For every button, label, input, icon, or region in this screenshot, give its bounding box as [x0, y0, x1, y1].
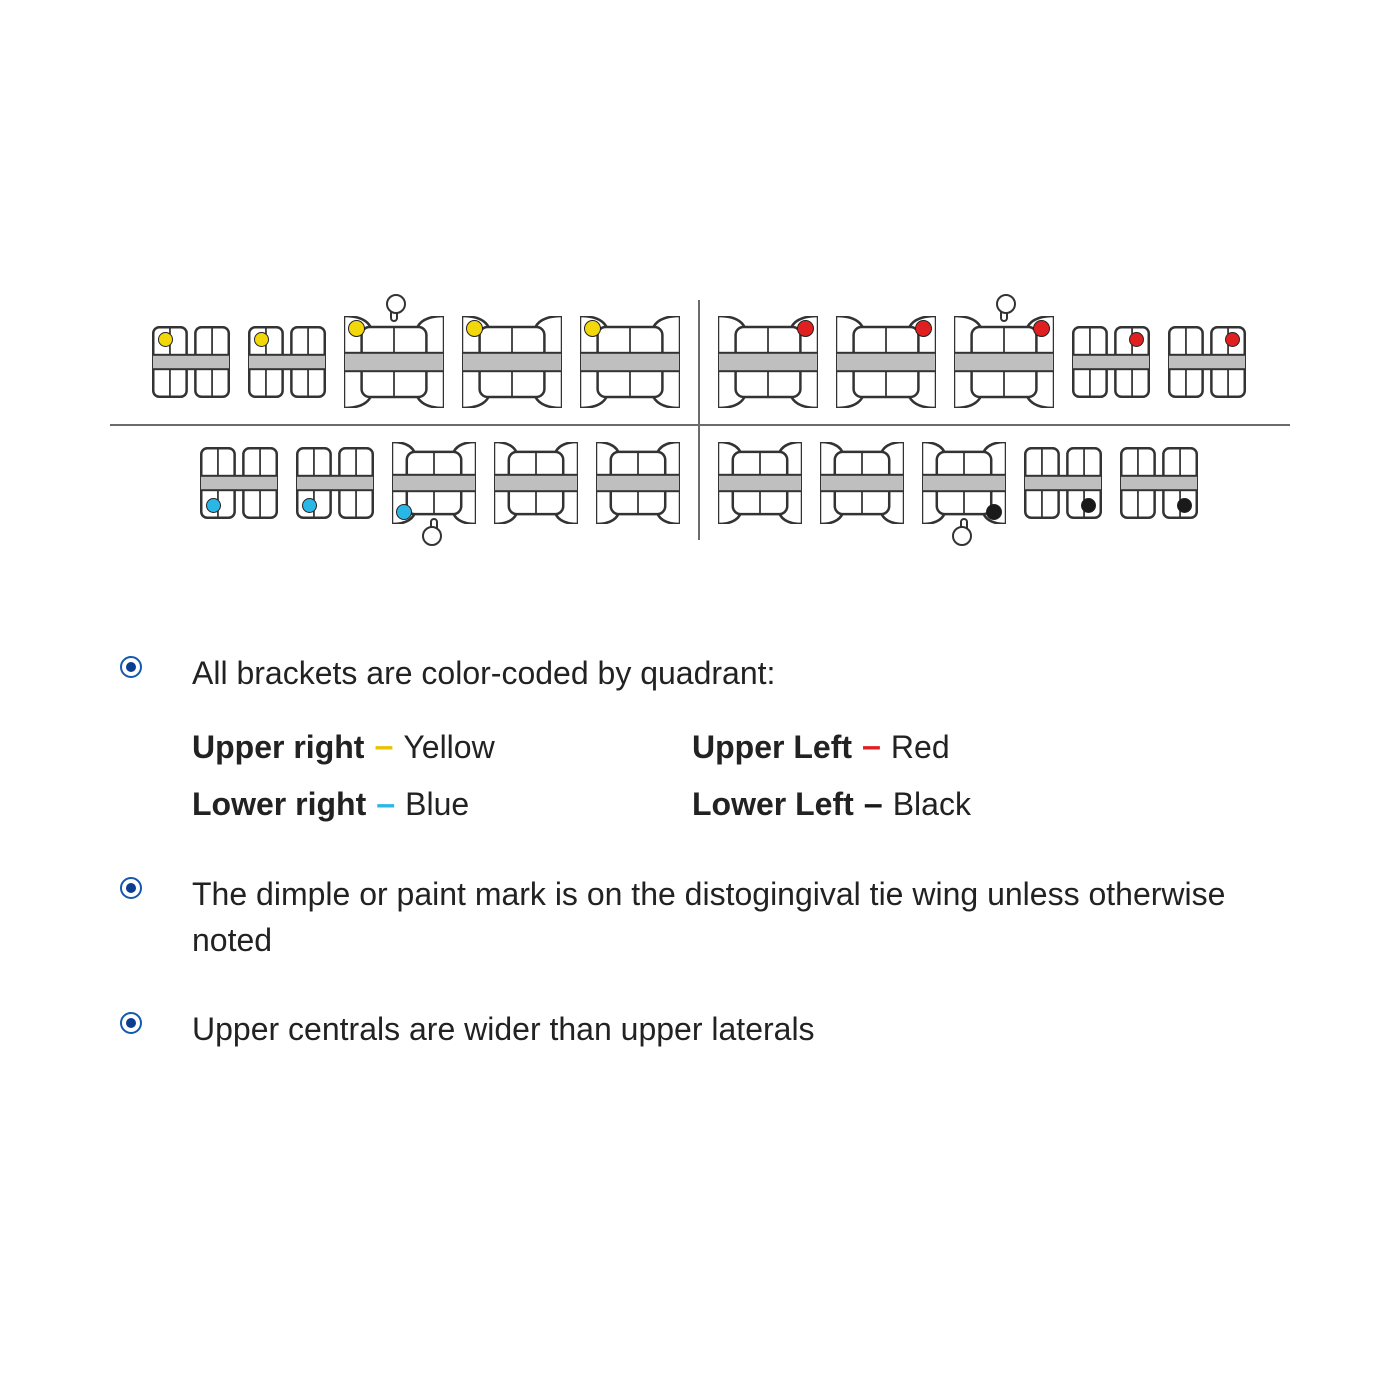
color-dot-icon	[1177, 498, 1192, 513]
note-text: The dimple or paint mark is on the disto…	[192, 871, 1290, 964]
bullet-col	[120, 871, 192, 964]
color-dot-icon	[396, 504, 412, 520]
bracket-icon	[200, 447, 278, 519]
note-text: All brackets are color-coded by quadrant…	[192, 650, 1290, 829]
bracket-icon	[248, 326, 326, 398]
legend-color-name: Red	[891, 724, 950, 770]
bracket-icon	[1120, 447, 1198, 519]
bullet-col	[120, 1006, 192, 1052]
legend-item: Upper right–Yellow	[192, 722, 612, 771]
legend-item: Upper Left–Red	[692, 722, 1112, 771]
bracket-icon	[718, 316, 818, 408]
bullet-col	[120, 650, 192, 829]
note-row: All brackets are color-coded by quadrant…	[120, 650, 1290, 829]
hook-icon	[428, 518, 440, 546]
note-row: The dimple or paint mark is on the disto…	[120, 871, 1290, 964]
color-dot-icon	[797, 320, 814, 337]
legend-label: Upper Left	[692, 724, 852, 770]
legend-dash-icon: –	[862, 722, 881, 771]
hook-icon	[388, 294, 400, 322]
note-text: Upper centrals are wider than upper late…	[192, 1006, 1290, 1052]
bullet-icon	[120, 877, 142, 899]
legend-color-name: Yellow	[403, 724, 494, 770]
page: All brackets are color-coded by quadrant…	[0, 0, 1400, 1400]
legend-color-name: Black	[893, 781, 971, 827]
legend-label: Upper right	[192, 724, 364, 770]
color-dot-icon	[584, 320, 601, 337]
bracket-icon	[718, 442, 802, 524]
bracket-icon	[836, 316, 936, 408]
bracket-icon	[954, 316, 1054, 408]
color-dot-icon	[915, 320, 932, 337]
legend-dash-icon: –	[864, 780, 883, 829]
bullet-icon	[120, 656, 142, 678]
bracket-diagram	[110, 300, 1290, 540]
note-row: Upper centrals are wider than upper late…	[120, 1006, 1290, 1052]
quadrant-lower-left	[700, 426, 1290, 540]
legend-column: Upper Left–Red Lower Left–Black	[692, 722, 1112, 829]
color-dot-icon	[986, 504, 1002, 520]
color-dot-icon	[1081, 498, 1096, 513]
color-dot-icon	[1225, 332, 1240, 347]
bracket-icon	[596, 442, 680, 524]
legend-color-name: Blue	[405, 781, 469, 827]
bracket-icon	[344, 316, 444, 408]
legend-label: Lower right	[192, 781, 366, 827]
bracket-icon	[494, 442, 578, 524]
color-dot-icon	[254, 332, 269, 347]
color-dot-icon	[206, 498, 221, 513]
legend-item: Lower Left–Black	[692, 780, 1112, 829]
bracket-icon	[820, 442, 904, 524]
note-line: All brackets are color-coded by quadrant…	[192, 650, 1290, 696]
note-line: Upper centrals are wider than upper late…	[192, 1006, 1290, 1052]
color-dot-icon	[1129, 332, 1144, 347]
color-dot-icon	[466, 320, 483, 337]
color-legend: Upper right–YellowLower right–BlueUpper …	[192, 722, 1290, 829]
bracket-icon	[152, 326, 230, 398]
bracket-icon	[1072, 326, 1150, 398]
color-dot-icon	[302, 498, 317, 513]
color-dot-icon	[1033, 320, 1050, 337]
note-line: The dimple or paint mark is on the disto…	[192, 871, 1290, 964]
legend-dash-icon: –	[376, 780, 395, 829]
quadrant-upper-right	[110, 300, 700, 426]
hook-icon	[998, 294, 1010, 322]
diagram-upper-row	[110, 300, 1290, 426]
hook-icon	[958, 518, 970, 546]
quadrant-upper-left	[700, 300, 1290, 426]
bracket-icon	[1168, 326, 1246, 398]
bracket-icon	[922, 442, 1006, 524]
bracket-icon	[1024, 447, 1102, 519]
color-dot-icon	[158, 332, 173, 347]
bracket-icon	[580, 316, 680, 408]
bracket-icon	[392, 442, 476, 524]
legend-column: Upper right–Yellow Lower right–Blue	[192, 722, 612, 829]
bracket-icon	[462, 316, 562, 408]
legend-item: Lower right–Blue	[192, 780, 612, 829]
quadrant-lower-right	[110, 426, 700, 540]
notes-list: All brackets are color-coded by quadrant…	[120, 650, 1290, 1052]
color-dot-icon	[348, 320, 365, 337]
bullet-icon	[120, 1012, 142, 1034]
legend-label: Lower Left	[692, 781, 854, 827]
diagram-lower-row	[110, 426, 1290, 540]
legend-dash-icon: –	[374, 722, 393, 771]
bracket-icon	[296, 447, 374, 519]
